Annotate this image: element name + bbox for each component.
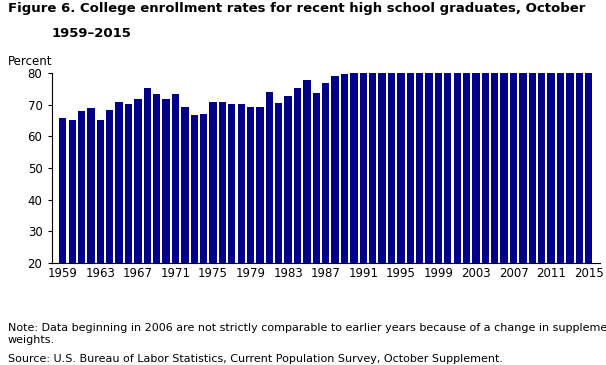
Bar — [209, 103, 217, 263]
Bar — [472, 57, 479, 263]
Bar — [181, 107, 188, 263]
Bar — [191, 115, 198, 263]
Bar — [265, 92, 273, 263]
Text: Figure 6. College enrollment rates for recent high school graduates, October: Figure 6. College enrollment rates for r… — [8, 2, 585, 15]
Bar — [538, 47, 545, 263]
Bar — [453, 68, 461, 263]
Bar — [228, 104, 236, 263]
Bar — [378, 65, 386, 263]
Bar — [125, 104, 132, 263]
Bar — [547, 47, 554, 263]
Bar — [369, 67, 376, 263]
Bar — [78, 111, 85, 263]
Text: Percent: Percent — [8, 54, 52, 68]
Bar — [200, 114, 207, 263]
Bar — [350, 73, 358, 263]
Bar — [585, 44, 592, 263]
Bar — [313, 93, 320, 263]
Bar — [219, 103, 226, 263]
Bar — [68, 120, 76, 263]
Bar — [162, 99, 170, 263]
Text: Note: Data beginning in 2006 are not strictly comparable to earlier years becaus: Note: Data beginning in 2006 are not str… — [8, 323, 606, 345]
Bar — [519, 46, 527, 263]
Bar — [416, 50, 424, 263]
Bar — [510, 50, 517, 263]
Text: 1959–2015: 1959–2015 — [52, 27, 132, 41]
Bar — [106, 110, 113, 263]
Bar — [247, 107, 255, 263]
Bar — [135, 99, 142, 263]
Bar — [153, 94, 161, 263]
Bar — [482, 59, 489, 263]
Bar — [294, 88, 301, 263]
Bar — [331, 76, 339, 263]
Bar — [359, 65, 367, 263]
Text: Source: U.S. Bureau of Labor Statistics, Current Population Survey, October Supp: Source: U.S. Bureau of Labor Statistics,… — [8, 354, 503, 364]
Bar — [407, 57, 414, 263]
Bar — [144, 88, 151, 263]
Bar — [501, 54, 508, 263]
Bar — [435, 64, 442, 263]
Bar — [528, 41, 536, 263]
Bar — [341, 74, 348, 263]
Bar — [59, 118, 67, 263]
Bar — [97, 120, 104, 263]
Bar — [256, 107, 264, 263]
Bar — [238, 104, 245, 263]
Bar — [172, 93, 179, 263]
Bar — [557, 53, 564, 263]
Bar — [397, 67, 405, 263]
Bar — [491, 55, 498, 263]
Bar — [576, 46, 583, 263]
Bar — [566, 54, 573, 263]
Bar — [275, 103, 282, 263]
Bar — [322, 83, 330, 263]
Bar — [116, 102, 123, 263]
Bar — [425, 55, 433, 263]
Bar — [87, 108, 95, 263]
Bar — [444, 62, 451, 263]
Bar — [388, 67, 395, 263]
Bar — [303, 80, 311, 263]
Bar — [284, 96, 292, 263]
Bar — [463, 57, 470, 263]
